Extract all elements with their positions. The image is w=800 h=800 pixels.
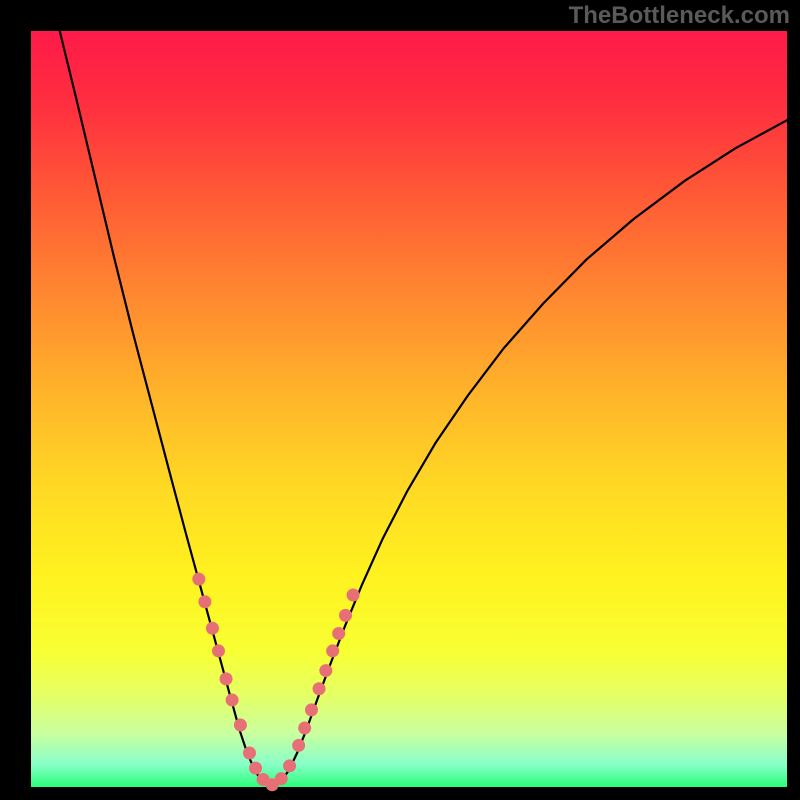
data-marker xyxy=(220,672,233,685)
data-marker xyxy=(275,772,288,785)
data-marker xyxy=(347,588,360,601)
data-marker xyxy=(283,759,296,772)
data-marker xyxy=(313,682,326,695)
plot-background xyxy=(31,31,787,787)
data-marker xyxy=(305,703,318,716)
data-marker xyxy=(243,746,256,759)
data-marker xyxy=(226,694,239,707)
data-marker xyxy=(212,644,225,657)
data-marker xyxy=(298,722,311,735)
data-marker xyxy=(319,664,332,677)
data-marker xyxy=(234,719,247,732)
data-marker xyxy=(326,644,339,657)
chart-container: TheBottleneck.com xyxy=(0,0,800,800)
data-marker xyxy=(206,622,219,635)
bottleneck-chart xyxy=(0,0,800,800)
data-marker xyxy=(332,627,345,640)
data-marker xyxy=(198,595,211,608)
data-marker xyxy=(339,609,352,622)
data-marker xyxy=(249,762,262,775)
watermark-text: TheBottleneck.com xyxy=(569,2,790,30)
data-marker xyxy=(292,739,305,752)
data-marker xyxy=(192,573,205,586)
